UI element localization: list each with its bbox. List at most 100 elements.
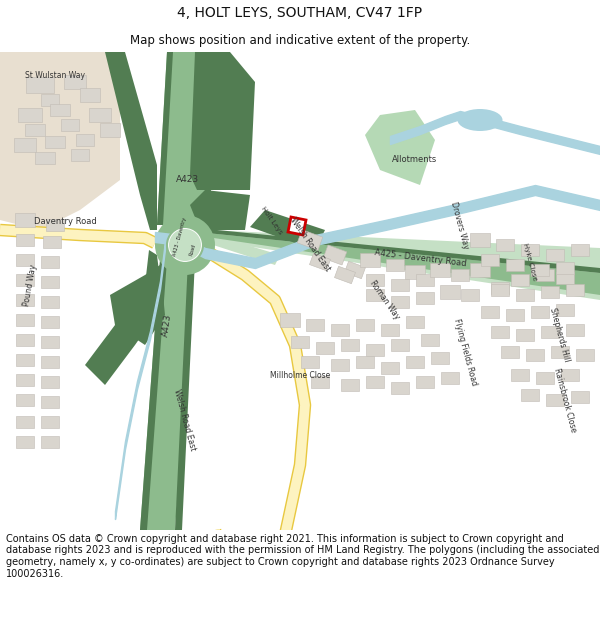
- Bar: [536, 269, 554, 281]
- Bar: [576, 349, 594, 361]
- Text: Road: Road: [189, 243, 197, 257]
- Bar: [440, 285, 460, 299]
- Text: Pound Way: Pound Way: [22, 263, 38, 307]
- Bar: [546, 249, 564, 261]
- Bar: [16, 254, 34, 266]
- Bar: [311, 376, 329, 388]
- Bar: [16, 274, 34, 286]
- Bar: [16, 294, 34, 306]
- Bar: [496, 239, 514, 251]
- Bar: [381, 324, 399, 336]
- Bar: [561, 369, 579, 381]
- Bar: [366, 376, 384, 388]
- Text: Drovers Way: Drovers Way: [449, 201, 470, 249]
- Bar: [46, 219, 64, 231]
- Bar: [35, 152, 55, 164]
- Bar: [405, 265, 425, 279]
- Bar: [41, 436, 59, 448]
- Bar: [391, 296, 409, 308]
- Bar: [416, 292, 434, 304]
- Bar: [291, 336, 309, 348]
- Bar: [80, 88, 100, 102]
- Bar: [41, 296, 59, 308]
- Bar: [16, 416, 34, 428]
- Bar: [491, 326, 509, 338]
- Bar: [301, 356, 319, 368]
- Bar: [571, 391, 589, 403]
- Bar: [41, 276, 59, 288]
- Text: Holt Leys: Holt Leys: [260, 205, 284, 235]
- Text: A423: A423: [175, 176, 199, 184]
- Polygon shape: [157, 52, 213, 225]
- Bar: [391, 279, 409, 291]
- Text: St Wulstan Way: St Wulstan Way: [25, 71, 85, 79]
- Bar: [386, 259, 404, 271]
- Bar: [531, 306, 549, 318]
- Bar: [481, 306, 499, 318]
- Bar: [41, 376, 59, 388]
- Bar: [26, 77, 54, 93]
- Bar: [566, 324, 584, 336]
- Polygon shape: [207, 230, 600, 300]
- Text: Welsh Road East: Welsh Road East: [172, 388, 197, 452]
- Bar: [41, 94, 59, 106]
- Bar: [516, 329, 534, 341]
- Ellipse shape: [458, 109, 503, 131]
- Text: Contains OS data © Crown copyright and database right 2021. This information is : Contains OS data © Crown copyright and d…: [6, 534, 599, 579]
- Bar: [406, 316, 424, 328]
- Polygon shape: [207, 233, 280, 265]
- Bar: [344, 261, 365, 279]
- Bar: [516, 289, 534, 301]
- Bar: [16, 394, 34, 406]
- Bar: [511, 274, 529, 286]
- Bar: [100, 123, 120, 137]
- Bar: [14, 138, 36, 152]
- Bar: [416, 274, 434, 286]
- Bar: [470, 263, 490, 277]
- Bar: [61, 119, 79, 131]
- Text: Shepherds Hill: Shepherds Hill: [548, 307, 572, 363]
- Polygon shape: [105, 52, 157, 230]
- Bar: [356, 356, 374, 368]
- Bar: [536, 372, 554, 384]
- Polygon shape: [190, 190, 250, 230]
- Bar: [566, 284, 584, 296]
- Bar: [366, 289, 384, 301]
- Text: A423 - Daventry: A423 - Daventry: [172, 217, 188, 257]
- Polygon shape: [140, 260, 195, 530]
- Bar: [15, 213, 35, 227]
- Polygon shape: [85, 250, 163, 385]
- Polygon shape: [250, 210, 325, 250]
- Bar: [43, 236, 61, 248]
- Polygon shape: [207, 229, 600, 273]
- Text: A425 - Daventry Road: A425 - Daventry Road: [374, 248, 466, 268]
- Text: Millholme Close: Millholme Close: [270, 371, 330, 379]
- Bar: [491, 284, 509, 296]
- Polygon shape: [288, 217, 306, 235]
- Bar: [451, 269, 469, 281]
- Circle shape: [155, 215, 215, 275]
- Bar: [531, 264, 549, 276]
- Bar: [64, 75, 86, 89]
- Polygon shape: [207, 233, 600, 295]
- Bar: [571, 244, 589, 256]
- Polygon shape: [365, 110, 435, 185]
- Bar: [441, 372, 459, 384]
- Bar: [366, 344, 384, 356]
- Polygon shape: [0, 52, 120, 230]
- Bar: [511, 369, 529, 381]
- Bar: [391, 382, 409, 394]
- Bar: [45, 136, 65, 148]
- Bar: [25, 124, 45, 136]
- Bar: [331, 359, 349, 371]
- Bar: [16, 234, 34, 246]
- Circle shape: [169, 229, 201, 261]
- Bar: [18, 108, 42, 122]
- Bar: [50, 104, 70, 116]
- Bar: [16, 334, 34, 346]
- Text: Daventry Road: Daventry Road: [34, 217, 97, 226]
- Bar: [16, 436, 34, 448]
- Bar: [76, 134, 94, 146]
- Bar: [551, 346, 569, 358]
- Bar: [421, 334, 439, 346]
